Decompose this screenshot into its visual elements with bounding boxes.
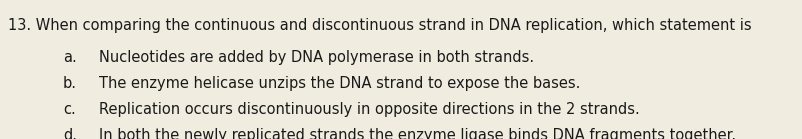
Text: In both the newly replicated strands the enzyme ligase binds DNA fragments toget: In both the newly replicated strands the…	[99, 128, 735, 139]
Text: d.: d.	[63, 128, 77, 139]
Text: Replication occurs discontinuously in opposite directions in the 2 strands.: Replication occurs discontinuously in op…	[99, 102, 638, 117]
Text: a.: a.	[63, 50, 77, 65]
Text: 13. When comparing the continuous and discontinuous strand in DNA replication, w: 13. When comparing the continuous and di…	[8, 18, 755, 33]
Text: The enzyme helicase unzips the DNA strand to expose the bases.: The enzyme helicase unzips the DNA stran…	[99, 76, 579, 91]
Text: c.: c.	[63, 102, 75, 117]
Text: b.: b.	[63, 76, 77, 91]
Text: Nucleotides are added by DNA polymerase in both strands.: Nucleotides are added by DNA polymerase …	[99, 50, 533, 65]
